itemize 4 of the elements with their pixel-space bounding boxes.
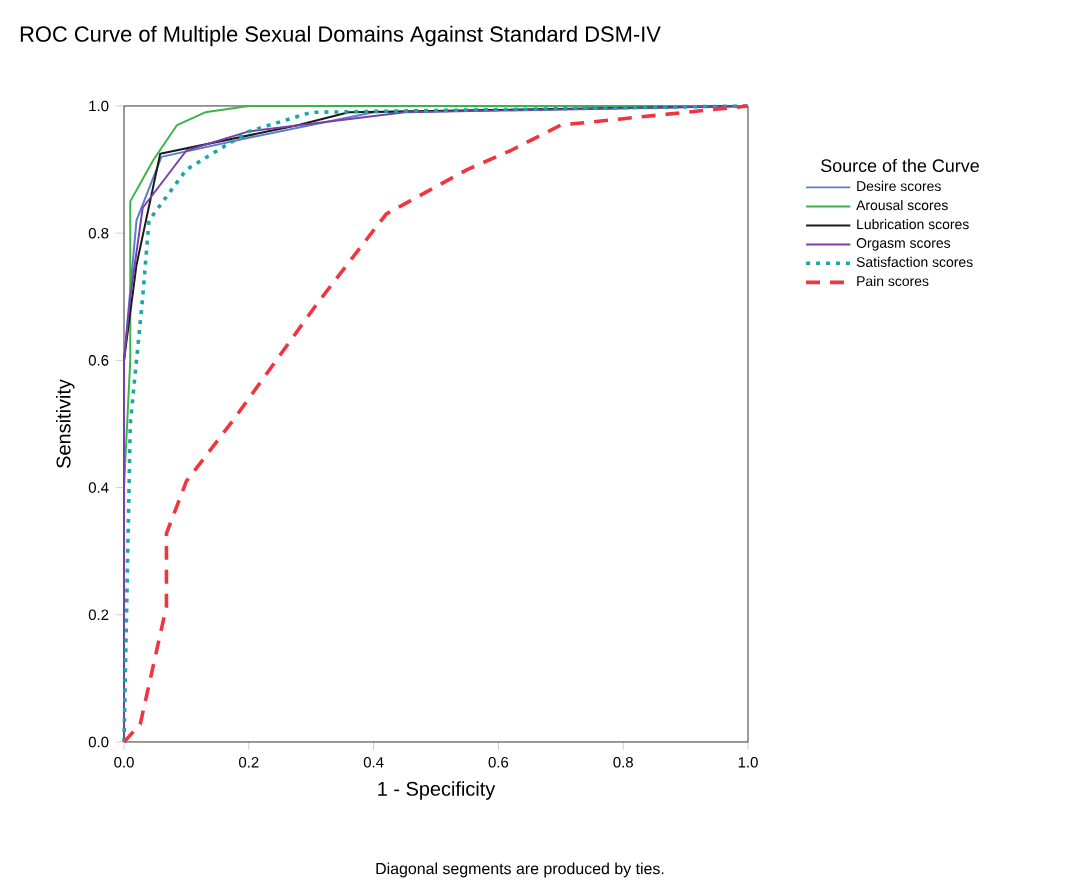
chart-title: ROC Curve of Multiple Sexual Domains Against Standard DSM-IV — [20, 25, 661, 47]
x-axis-title: 1 - Specificity — [378, 781, 496, 800]
y-axis-title: Sensitivity — [55, 379, 75, 468]
legend-title: Source of the Curve — [821, 158, 979, 173]
